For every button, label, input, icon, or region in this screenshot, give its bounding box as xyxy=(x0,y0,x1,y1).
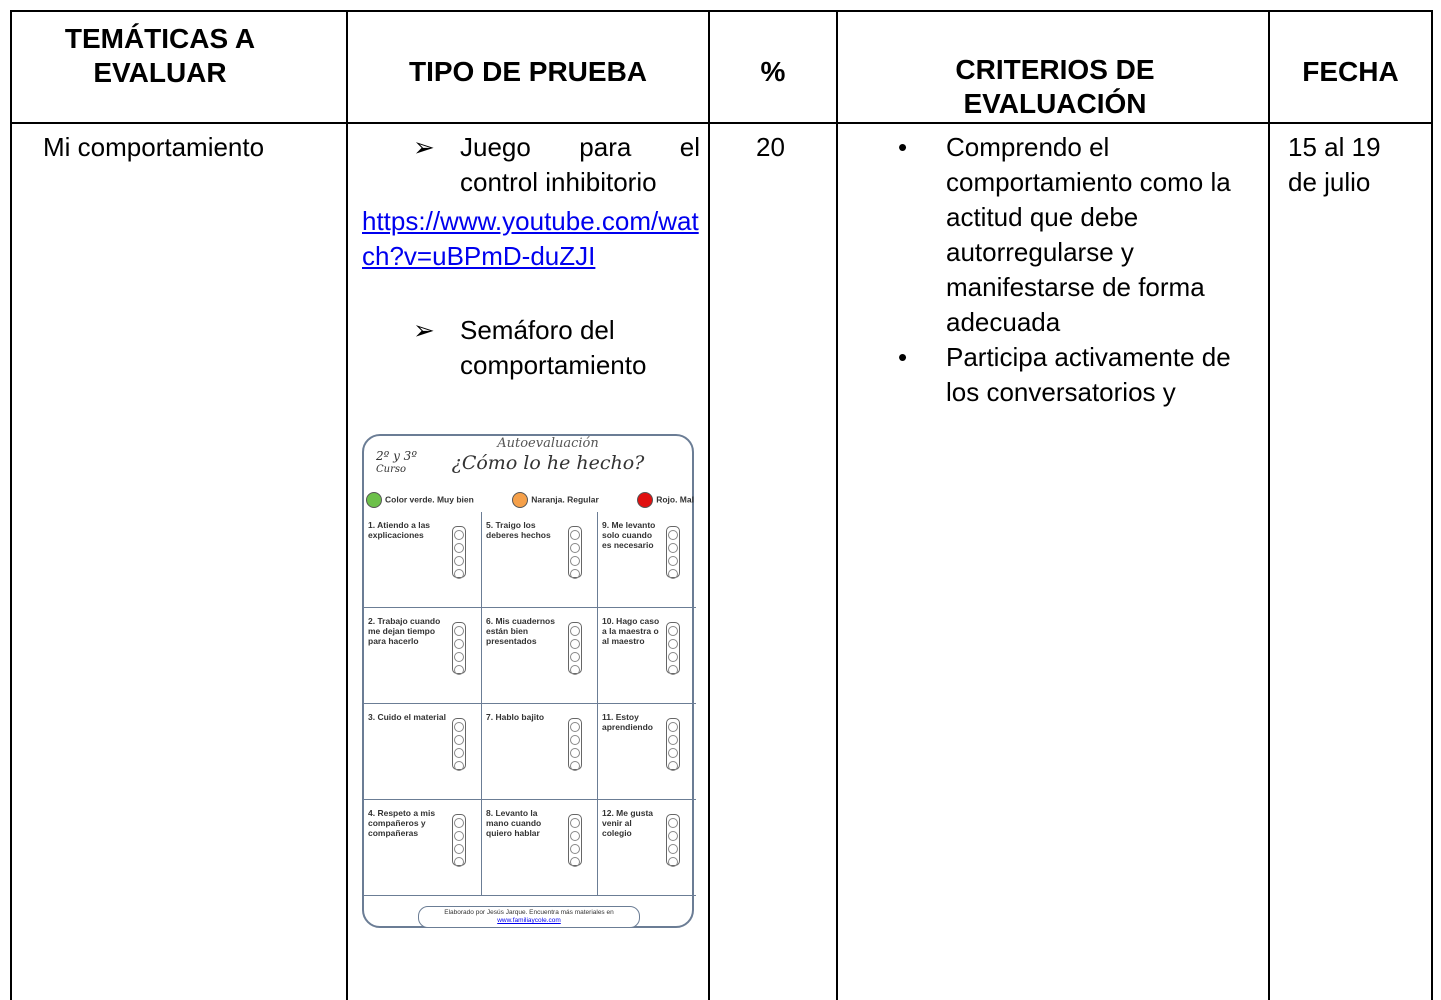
grade-note: Curso xyxy=(376,464,407,475)
item-text: 5. Traigo los deberes hechos xyxy=(486,520,551,540)
traffic-light xyxy=(666,718,680,771)
legend-item: Color verde. Muy bien xyxy=(366,492,474,508)
legend-text: Naranja. Regular xyxy=(531,494,599,505)
traffic-light xyxy=(666,622,680,675)
grade: 2º y 3º Curso xyxy=(376,450,417,476)
item-cell: 1. Atiendo a las explicaciones xyxy=(364,512,482,608)
traffic-light xyxy=(666,814,680,867)
traffic-light xyxy=(568,718,582,771)
item-text: 10. Hago caso a la maestra o al maestro xyxy=(602,616,660,646)
col-border xyxy=(1268,10,1270,1000)
legend-text: Rojo. Mal xyxy=(656,494,694,505)
col-border xyxy=(10,10,12,1000)
bullet: • xyxy=(898,342,908,372)
header: CRITERIOS DE EVALUACIÓN xyxy=(955,54,1155,119)
traffic-light xyxy=(452,814,466,867)
bullet: ➢ xyxy=(413,132,435,162)
item-cell: 12. Me gusta venir al colegio xyxy=(598,800,696,896)
item-text: 3. Cuido el material xyxy=(368,712,446,722)
item-cell: 3. Cuido el material xyxy=(364,704,482,800)
item-text: 8. Levanto la mano cuando quiero hablar xyxy=(486,808,542,838)
header: TIPO DE PRUEBA xyxy=(408,56,648,87)
bullet: • xyxy=(898,132,908,162)
col-border xyxy=(1431,10,1433,1000)
traffic-light xyxy=(666,526,680,579)
criterion: Participa activamente de los conversator… xyxy=(946,342,1231,407)
test-item: Juego para el control inhibitorio xyxy=(460,132,700,197)
date: 15 al 19 de julio xyxy=(1288,132,1381,197)
item-cell: 5. Traigo los deberes hechos xyxy=(482,512,598,608)
item-cell: 4. Respeto a mis compañeros y compañeras xyxy=(364,800,482,896)
item-text: 4. Respeto a mis compañeros y compañeras xyxy=(368,808,436,838)
test-item: Semáforo del comportamiento xyxy=(460,315,647,380)
item-cell: 7. Hablo bajito xyxy=(482,704,598,800)
traffic-light xyxy=(452,718,466,771)
legend-item: Rojo. Mal xyxy=(637,492,694,508)
item-cell: 6. Mis cuadernos están bien presentados xyxy=(482,608,598,704)
link[interactable]: https://www.youtube.com/watch?v=uBPmD-du… xyxy=(362,206,699,271)
item-text: 9. Me levanto solo cuando es necesario xyxy=(602,520,656,550)
image-title: Autoevaluación xyxy=(497,436,599,451)
item-cell: 11. Estoy aprendiendo xyxy=(598,704,696,800)
image-footer: Elaborado por Jesús Jarque. Encuentra má… xyxy=(418,906,640,928)
item-cell: 10. Hago caso a la maestra o al maestro xyxy=(598,608,696,704)
col-border xyxy=(836,10,838,1000)
legend-text: Color verde. Muy bien xyxy=(385,494,474,505)
footer-text: Elaborado por Jesús Jarque. Encuentra má… xyxy=(444,909,614,916)
criterion: Comprendo el comportamiento como la acti… xyxy=(946,132,1231,337)
image-subtitle: ¿Cómo lo he hecho? xyxy=(451,452,645,474)
item-text: 1. Atiendo a las explicaciones xyxy=(368,520,431,540)
col-border xyxy=(346,10,348,1000)
percent: 20 xyxy=(756,132,785,162)
self-assessment-image: 2º y 3º Curso Autoevaluación ¿Cómo lo he … xyxy=(358,430,698,932)
footer-link: www.familiaycole.com xyxy=(497,917,561,924)
item-text: 2. Trabajo cuando me dejan tiempo para h… xyxy=(368,616,441,646)
traffic-light xyxy=(568,622,582,675)
legend: Color verde. Muy bien Naranja. Regular R… xyxy=(366,492,694,508)
traffic-light xyxy=(452,526,466,579)
topic: Mi comportamiento xyxy=(43,132,265,162)
header: FECHA xyxy=(1302,56,1399,87)
item-text: 7. Hablo bajito xyxy=(486,712,545,722)
item-cell: 8. Levanto la mano cuando quiero hablar xyxy=(482,800,598,896)
traffic-light xyxy=(452,622,466,675)
item-cell: 2. Trabajo cuando me dejan tiempo para h… xyxy=(364,608,482,704)
item-cell: 9. Me levanto solo cuando es necesario xyxy=(598,512,696,608)
grade-text: 2º y 3º xyxy=(376,449,417,463)
header: TEMÁTICAS A EVALUAR xyxy=(64,23,256,88)
traffic-light xyxy=(568,814,582,867)
bullet: ➢ xyxy=(413,315,435,345)
item-text: 12. Me gusta venir al colegio xyxy=(602,808,654,838)
table-border xyxy=(10,10,1433,12)
legend-item: Naranja. Regular xyxy=(512,492,599,508)
col-border xyxy=(708,10,710,1000)
item-text: 11. Estoy aprendiendo xyxy=(602,712,654,732)
traffic-light xyxy=(568,526,582,579)
item-text: 6. Mis cuadernos están bien presentados xyxy=(486,616,555,646)
header: % xyxy=(760,56,786,87)
row-border xyxy=(10,122,1433,124)
